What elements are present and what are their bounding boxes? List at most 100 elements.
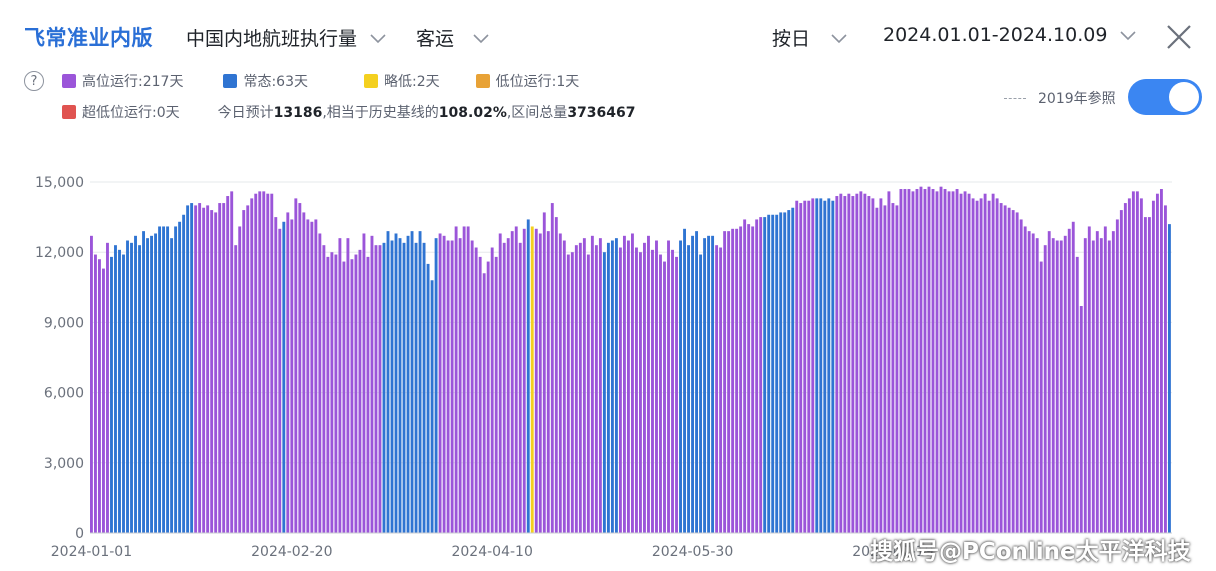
bar bbox=[90, 235, 93, 533]
bar bbox=[606, 242, 610, 533]
bar bbox=[570, 252, 574, 533]
bar bbox=[987, 200, 991, 533]
bar bbox=[282, 221, 286, 533]
metric-dropdown-label: 中国内地航班执行量 bbox=[186, 28, 358, 50]
bar bbox=[883, 205, 887, 533]
bar bbox=[1139, 198, 1143, 533]
bar bbox=[510, 231, 514, 533]
bar bbox=[330, 252, 334, 533]
bar bbox=[1079, 306, 1083, 533]
bar bbox=[735, 228, 739, 534]
bar bbox=[322, 245, 326, 533]
bar bbox=[346, 238, 350, 533]
bar bbox=[639, 252, 642, 533]
x-tick-label: 2024-07-19 bbox=[852, 544, 933, 560]
legend-item-low[interactable]: 低位运行:1天 bbox=[475, 71, 580, 91]
legend-label: 低位运行:1天 bbox=[495, 74, 580, 90]
reference-toggle[interactable] bbox=[1128, 79, 1202, 115]
bar bbox=[230, 191, 234, 534]
help-icon[interactable]: ? bbox=[24, 71, 44, 91]
bar bbox=[342, 261, 346, 533]
bar bbox=[582, 238, 586, 533]
bar bbox=[827, 198, 831, 533]
legend-item-very-low[interactable]: 超低位运行:0天 bbox=[62, 102, 180, 122]
bar bbox=[1071, 221, 1075, 533]
bar bbox=[1119, 210, 1123, 533]
type-dropdown-label: 客运 bbox=[416, 28, 455, 50]
bar bbox=[1159, 189, 1163, 533]
bar bbox=[226, 196, 230, 533]
bar bbox=[799, 203, 803, 533]
bar bbox=[787, 210, 791, 533]
bar bbox=[170, 238, 174, 533]
bar bbox=[250, 198, 254, 533]
bar bbox=[999, 203, 1003, 533]
bar bbox=[719, 247, 723, 533]
bar bbox=[238, 226, 242, 533]
type-dropdown[interactable]: 客运 bbox=[416, 24, 490, 51]
bar bbox=[871, 198, 875, 533]
legend-label: 超低位运行:0天 bbox=[82, 105, 180, 121]
bar bbox=[703, 238, 707, 533]
bar bbox=[378, 245, 382, 533]
bar bbox=[386, 231, 390, 533]
bar bbox=[731, 228, 735, 534]
bar bbox=[270, 193, 274, 533]
bar bbox=[1015, 212, 1019, 534]
bar bbox=[538, 233, 542, 533]
bar bbox=[294, 198, 298, 533]
bar bbox=[831, 200, 835, 533]
bar bbox=[875, 207, 879, 534]
bar bbox=[1135, 191, 1139, 534]
bar bbox=[470, 240, 474, 533]
bar bbox=[699, 254, 703, 533]
bar bbox=[398, 238, 402, 533]
x-tick-label: 2024-04-10 bbox=[451, 544, 532, 560]
bar bbox=[110, 256, 113, 533]
granularity-dropdown[interactable]: 按日 bbox=[772, 24, 848, 51]
bar bbox=[1063, 235, 1067, 533]
bar bbox=[1103, 226, 1107, 533]
flights-bar-chart: 0 3,000 6,000 9,000 12,000 15,000 2024-01-01 20… bbox=[35, 175, 1172, 560]
date-range-picker[interactable]: 2024.01.01-2024.10.09 bbox=[883, 24, 1137, 46]
bar bbox=[775, 214, 779, 533]
bar bbox=[863, 193, 867, 533]
legend-item-high[interactable]: 高位运行:217天 bbox=[62, 71, 183, 91]
chevron-down-icon bbox=[370, 33, 386, 43]
bar bbox=[803, 200, 807, 533]
bar bbox=[907, 189, 911, 533]
legend-label: 略低:2天 bbox=[383, 74, 440, 90]
bar bbox=[671, 249, 674, 534]
bar bbox=[426, 263, 430, 533]
bar bbox=[354, 254, 358, 533]
bar bbox=[122, 254, 125, 533]
bar bbox=[186, 205, 190, 533]
legend-item-normal[interactable]: 常态:63天 bbox=[223, 71, 308, 91]
bar bbox=[134, 235, 137, 533]
ratio-value: 108.02% bbox=[438, 105, 507, 121]
bar bbox=[462, 226, 466, 533]
today-value: 13186 bbox=[273, 105, 323, 121]
legend-item-slightly-low[interactable]: 略低:2天 bbox=[363, 71, 440, 91]
bar bbox=[194, 205, 198, 533]
bar bbox=[242, 210, 246, 533]
close-icon[interactable] bbox=[1164, 22, 1194, 52]
bar bbox=[102, 268, 105, 533]
metric-dropdown[interactable]: 中国内地航班执行量 bbox=[186, 24, 387, 51]
bar bbox=[1083, 238, 1087, 533]
bar bbox=[663, 261, 666, 533]
bar bbox=[366, 256, 370, 533]
bar bbox=[1115, 219, 1119, 533]
bar bbox=[687, 245, 690, 533]
y-tick-label: 12,000 bbox=[35, 245, 84, 261]
bar bbox=[739, 226, 743, 533]
bar bbox=[434, 238, 438, 533]
bar bbox=[518, 242, 522, 533]
bar bbox=[98, 259, 101, 533]
bar bbox=[679, 240, 682, 533]
bar bbox=[466, 226, 470, 533]
summary-text: 今日预计13186,相当于历史基线的108.02%,区间总量3736467 bbox=[218, 102, 636, 122]
bar bbox=[486, 261, 490, 533]
bar bbox=[142, 231, 145, 533]
bar bbox=[995, 198, 999, 533]
